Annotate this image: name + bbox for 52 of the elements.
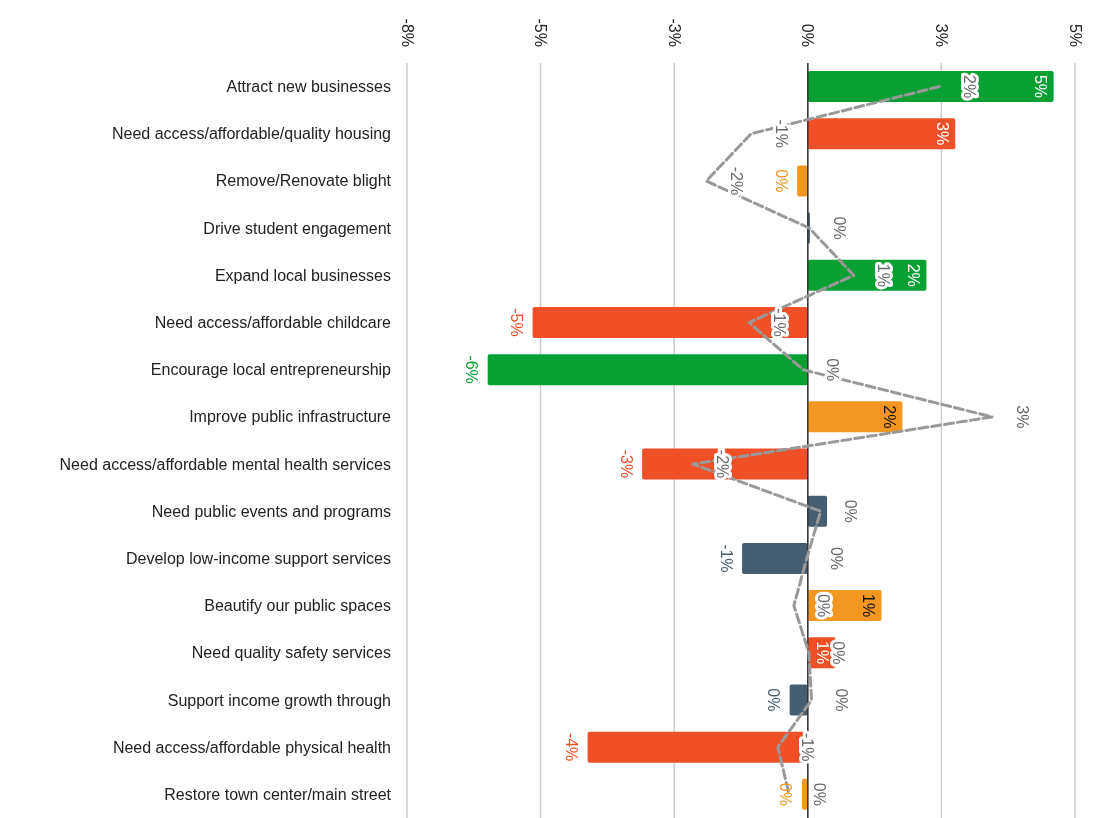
y-tick-label: Remove/Renovate blight bbox=[215, 172, 392, 190]
y-tick-label: Need public events and programs bbox=[151, 502, 391, 520]
data-label: -5% bbox=[508, 308, 526, 337]
data-label: -1% bbox=[772, 119, 790, 149]
data-label: 0% bbox=[828, 546, 846, 571]
data-label: 1% bbox=[860, 594, 878, 618]
y-tick-label: Attract new businesses bbox=[226, 78, 391, 96]
data-label: -3% bbox=[617, 449, 635, 479]
y-tick-label: Need access/affordable mental health services bbox=[59, 455, 391, 473]
y-tick-label: Drive student engagement bbox=[203, 219, 392, 237]
data-label: 0% bbox=[765, 688, 783, 712]
x-tick-label: 5% bbox=[1066, 23, 1084, 47]
y-tick-label: Develop low-income support services bbox=[126, 549, 391, 567]
data-label: 0% bbox=[842, 499, 860, 523]
y-tick-label: Need access/affordable childcare bbox=[154, 314, 392, 332]
data-label: 1% bbox=[875, 263, 893, 287]
y-tick-label: Encourage local entrepreneurship bbox=[150, 361, 392, 379]
data-label: 0% bbox=[830, 641, 848, 665]
data-label: 5% bbox=[1032, 74, 1050, 99]
y-tick-label: Need quality safety services bbox=[191, 644, 391, 662]
data-label: -2% bbox=[727, 166, 745, 196]
x-tick-label: 0% bbox=[799, 23, 817, 47]
y-tick-label: Support income growth through bbox=[167, 691, 391, 709]
data-label: 0% bbox=[824, 358, 842, 382]
y-tick-label: Restore town center/main street bbox=[164, 785, 392, 803]
x-tick-label: -5% bbox=[532, 18, 550, 47]
data-label: 2% bbox=[960, 75, 978, 99]
y-tick-label: Expand local businesses bbox=[214, 266, 391, 284]
y-tick-label: Improve public infrastructure bbox=[189, 408, 392, 426]
y-tick-label: Need access/affordable/quality housing bbox=[112, 125, 391, 143]
data-label: -1% bbox=[799, 732, 817, 762]
data-label: 0% bbox=[772, 169, 790, 193]
x-tick-label: -8% bbox=[398, 18, 416, 47]
data-label: 0% bbox=[833, 688, 851, 712]
data-label: 0% bbox=[830, 216, 848, 240]
data-label: -1% bbox=[770, 308, 788, 337]
data-label: -2% bbox=[714, 449, 732, 479]
data-label: -1% bbox=[717, 544, 735, 573]
y-tick-label: Beautify our public spaces bbox=[204, 597, 391, 615]
data-label: 3% bbox=[1013, 405, 1031, 429]
data-label: 0% bbox=[815, 594, 833, 618]
data-label: 1% bbox=[814, 641, 832, 665]
data-label: -6% bbox=[463, 355, 481, 384]
x-tick-label: -3% bbox=[665, 18, 683, 47]
data-label: -4% bbox=[563, 732, 581, 762]
data-label: 2% bbox=[904, 263, 922, 287]
data-label: 0% bbox=[810, 782, 828, 806]
y-tick-label: Need access/affordable physical health bbox=[112, 738, 391, 756]
data-label: 2% bbox=[880, 405, 898, 429]
x-tick-label: 3% bbox=[932, 23, 950, 47]
data-label: 3% bbox=[933, 122, 951, 146]
data-label: 0% bbox=[777, 782, 795, 806]
